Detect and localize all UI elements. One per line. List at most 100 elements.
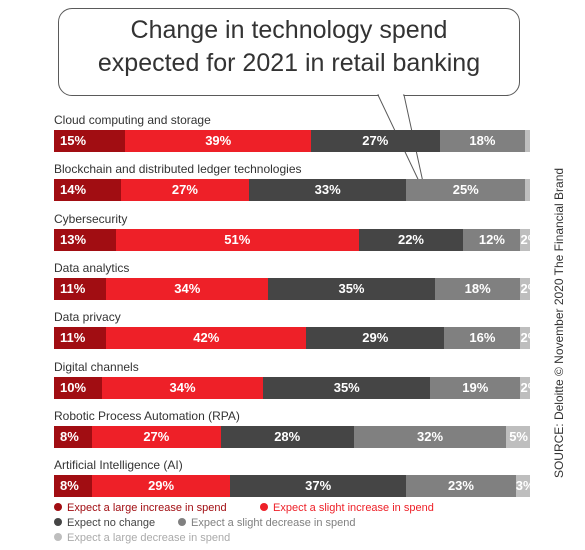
data-label: 18% [469, 133, 496, 148]
bar-segment: 29% [92, 475, 231, 498]
category-label: Cybersecurity [54, 211, 128, 226]
bar-segment: 25% [406, 179, 526, 202]
source-text: SOURCE: Deloitte © November 2020 The Fin… [552, 167, 566, 479]
data-label: 27% [171, 182, 198, 198]
bar-segment: 34% [101, 376, 264, 399]
bar-segment [525, 179, 530, 202]
bar-segment: 27% [311, 130, 440, 152]
data-label: 18% [464, 280, 491, 296]
data-label: 10% [60, 379, 87, 395]
bar-segment: 27% [120, 179, 250, 202]
bar-segment: 34% [106, 277, 269, 300]
chart-title: Change in technology spend expected for … [58, 14, 520, 80]
bar-segment: 3% [515, 475, 530, 498]
bar-segment: 2% [520, 327, 530, 350]
bar-segment: 35% [268, 277, 435, 300]
bar-segment: 10% [54, 376, 102, 399]
title-line-2: expected for 2021 in retail banking [97, 49, 481, 77]
data-label: 2% [520, 280, 530, 296]
data-label: 16% [469, 330, 496, 346]
data-label: 25% [452, 182, 479, 198]
bar-segment: 13% [54, 228, 116, 251]
bar-segment: 16% [444, 327, 521, 350]
data-label: 15% [60, 133, 87, 148]
bar-segment: 8% [54, 425, 93, 448]
bar-segment: 51% [115, 228, 359, 251]
data-label: 12% [478, 231, 505, 247]
data-label: 5% [509, 428, 528, 444]
bar-segment: 32% [353, 425, 507, 448]
legend-swatch [260, 503, 268, 511]
data-label: 33% [314, 182, 341, 198]
legend-swatch [54, 503, 62, 511]
data-label: 37% [305, 478, 332, 494]
title-line-1: Change in technology spend [130, 16, 448, 44]
category-label: Cloud computing and storage [54, 113, 211, 127]
category-label: Artificial Intelligence (AI) [54, 458, 183, 473]
legend-item: Expect a large increase in spend [54, 502, 227, 514]
bar-segment: 8% [54, 475, 93, 498]
bar-segment: 23% [406, 475, 516, 498]
data-label: 23% [447, 478, 474, 494]
category-label: Data privacy [54, 310, 121, 325]
legend-item: Expect a slight decrease in spend [178, 517, 356, 529]
data-label: 34% [169, 379, 196, 395]
legend-item: Expect a slight increase in spend [260, 502, 434, 514]
data-label: 29% [148, 478, 175, 494]
data-label: 42% [193, 330, 220, 346]
data-label: 29% [362, 330, 389, 346]
legend-swatch [54, 533, 62, 541]
bar-segment: 11% [54, 327, 107, 350]
data-label: 2% [520, 330, 530, 346]
legend-label: Expect no change [67, 517, 156, 529]
legend-label: Expect a slight increase in spend [273, 502, 434, 514]
legend-label: Expect a slight decrease in spend [191, 517, 356, 529]
bar-segment: 14% [54, 179, 121, 202]
data-label: 2% [520, 231, 530, 247]
bar-segment: 42% [106, 327, 307, 350]
bar-segment: 22% [358, 228, 464, 251]
bar-segment: 27% [92, 425, 221, 448]
data-label: 32% [417, 428, 444, 444]
bar-segment: 2% [520, 277, 530, 300]
data-label: 27% [362, 133, 389, 148]
data-label: 2% [520, 379, 530, 395]
data-label: 28% [274, 428, 301, 444]
bar-segment: 15% [54, 130, 126, 152]
bar-segment: 5% [506, 425, 530, 448]
bar-segment: 35% [263, 376, 431, 399]
bar-segment: 33% [249, 179, 407, 202]
data-label: 8% [60, 478, 79, 494]
bar-segment [525, 130, 530, 152]
data-label: 27% [143, 428, 170, 444]
bar-segment: 39% [125, 130, 312, 152]
data-label: 19% [462, 379, 489, 395]
data-label: 11% [60, 330, 86, 346]
data-label: 39% [205, 133, 232, 148]
bar-segment: 18% [434, 277, 521, 300]
data-label: 51% [224, 231, 251, 247]
legend-item: Expect a large decrease in spend [54, 532, 230, 544]
bar-segment: 11% [54, 277, 107, 300]
data-label: 35% [338, 280, 365, 296]
bar-segment: 18% [439, 130, 526, 152]
legend-label: Expect a large decrease in spend [67, 532, 231, 544]
category-label: Robotic Process Automation (RPA) [54, 408, 240, 423]
data-label: 11% [60, 280, 86, 296]
bar-segment: 12% [463, 228, 521, 251]
category-label: Digital channels [54, 359, 139, 374]
data-label: 22% [397, 231, 424, 247]
legend-swatch [178, 518, 186, 526]
title-callout [58, 8, 520, 96]
bar-segment: 2% [520, 376, 530, 399]
legend-label: Expect a large increase in spend [67, 502, 227, 514]
legend-item: Expect no change [54, 517, 155, 529]
bar-segment: 28% [220, 425, 354, 448]
bar-segment: 37% [230, 475, 407, 498]
bar-segment: 29% [306, 327, 445, 350]
category-label: Blockchain and distributed ledger techno… [54, 162, 302, 177]
data-label: 35% [333, 379, 360, 395]
data-label: 34% [174, 280, 201, 296]
bar-segment: 2% [520, 228, 530, 251]
